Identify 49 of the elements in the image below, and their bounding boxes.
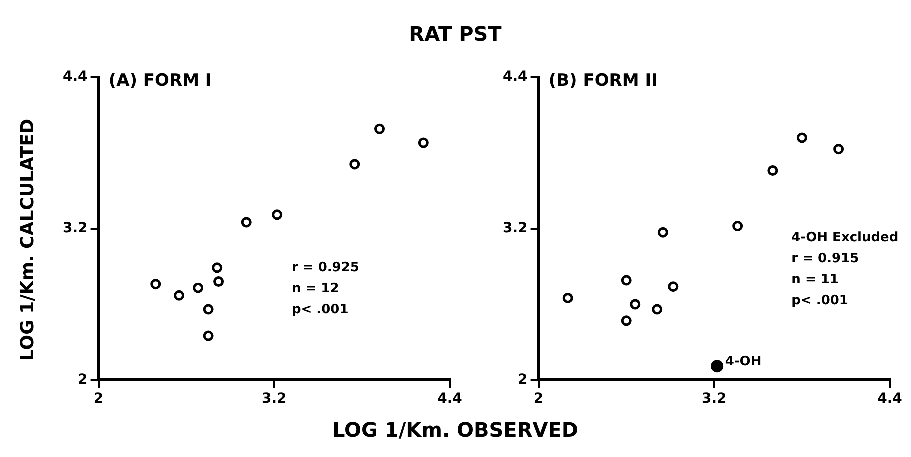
point [796,132,808,144]
x-tick-label: 3.2 [262,391,287,408]
point [214,276,224,288]
point [834,144,844,155]
point [241,217,252,228]
point [193,282,204,294]
point [630,299,641,310]
point [418,138,429,148]
point [174,290,185,301]
point [350,159,360,170]
x-tick-label: 4.4 [878,391,903,408]
annotation: r = 0.915 [792,251,860,266]
y-tick-label: 2 [78,372,88,388]
y-tick-label: 4.4 [62,69,88,86]
y-tick-label: 3.2 [502,220,528,236]
x-axis-title: LOG 1/Km. OBSERVED [332,418,580,442]
chart-subtitle: (B) FORM II [548,70,658,91]
annotation: n = 11 [792,272,839,288]
point [658,227,668,238]
point [732,221,744,232]
point [212,262,223,274]
point [621,316,632,326]
point [272,210,283,220]
point [562,292,574,304]
point [374,124,386,134]
annotation: 4-OH [725,354,762,370]
point [150,279,162,290]
annotation: n = 12 [292,282,340,297]
x-tick-label: 3.2 [702,391,727,408]
x-tick-label: 4.4 [438,391,463,408]
x-tick-label: 2 [534,391,544,408]
point [621,275,632,286]
point [768,166,778,176]
y-tick-label: 3.2 [62,220,88,236]
point [668,282,679,292]
annotation: p< .001 [792,293,848,308]
chart-title: RAT PST [408,22,503,46]
point [652,304,663,315]
point [203,304,214,315]
annotation: 4-OH Excluded [792,230,899,246]
y-tick-label: 2 [518,372,528,388]
point [203,330,214,342]
y-axis-title: LOG 1/Km. CALCULATED [18,118,38,362]
chart-subtitle: (A) FORM I [108,70,212,91]
point [711,360,724,373]
annotation: p< .001 [292,302,349,318]
x-tick-label: 2 [94,391,104,408]
y-tick-label: 4.4 [502,69,528,86]
annotation: r = 0.925 [292,260,360,276]
